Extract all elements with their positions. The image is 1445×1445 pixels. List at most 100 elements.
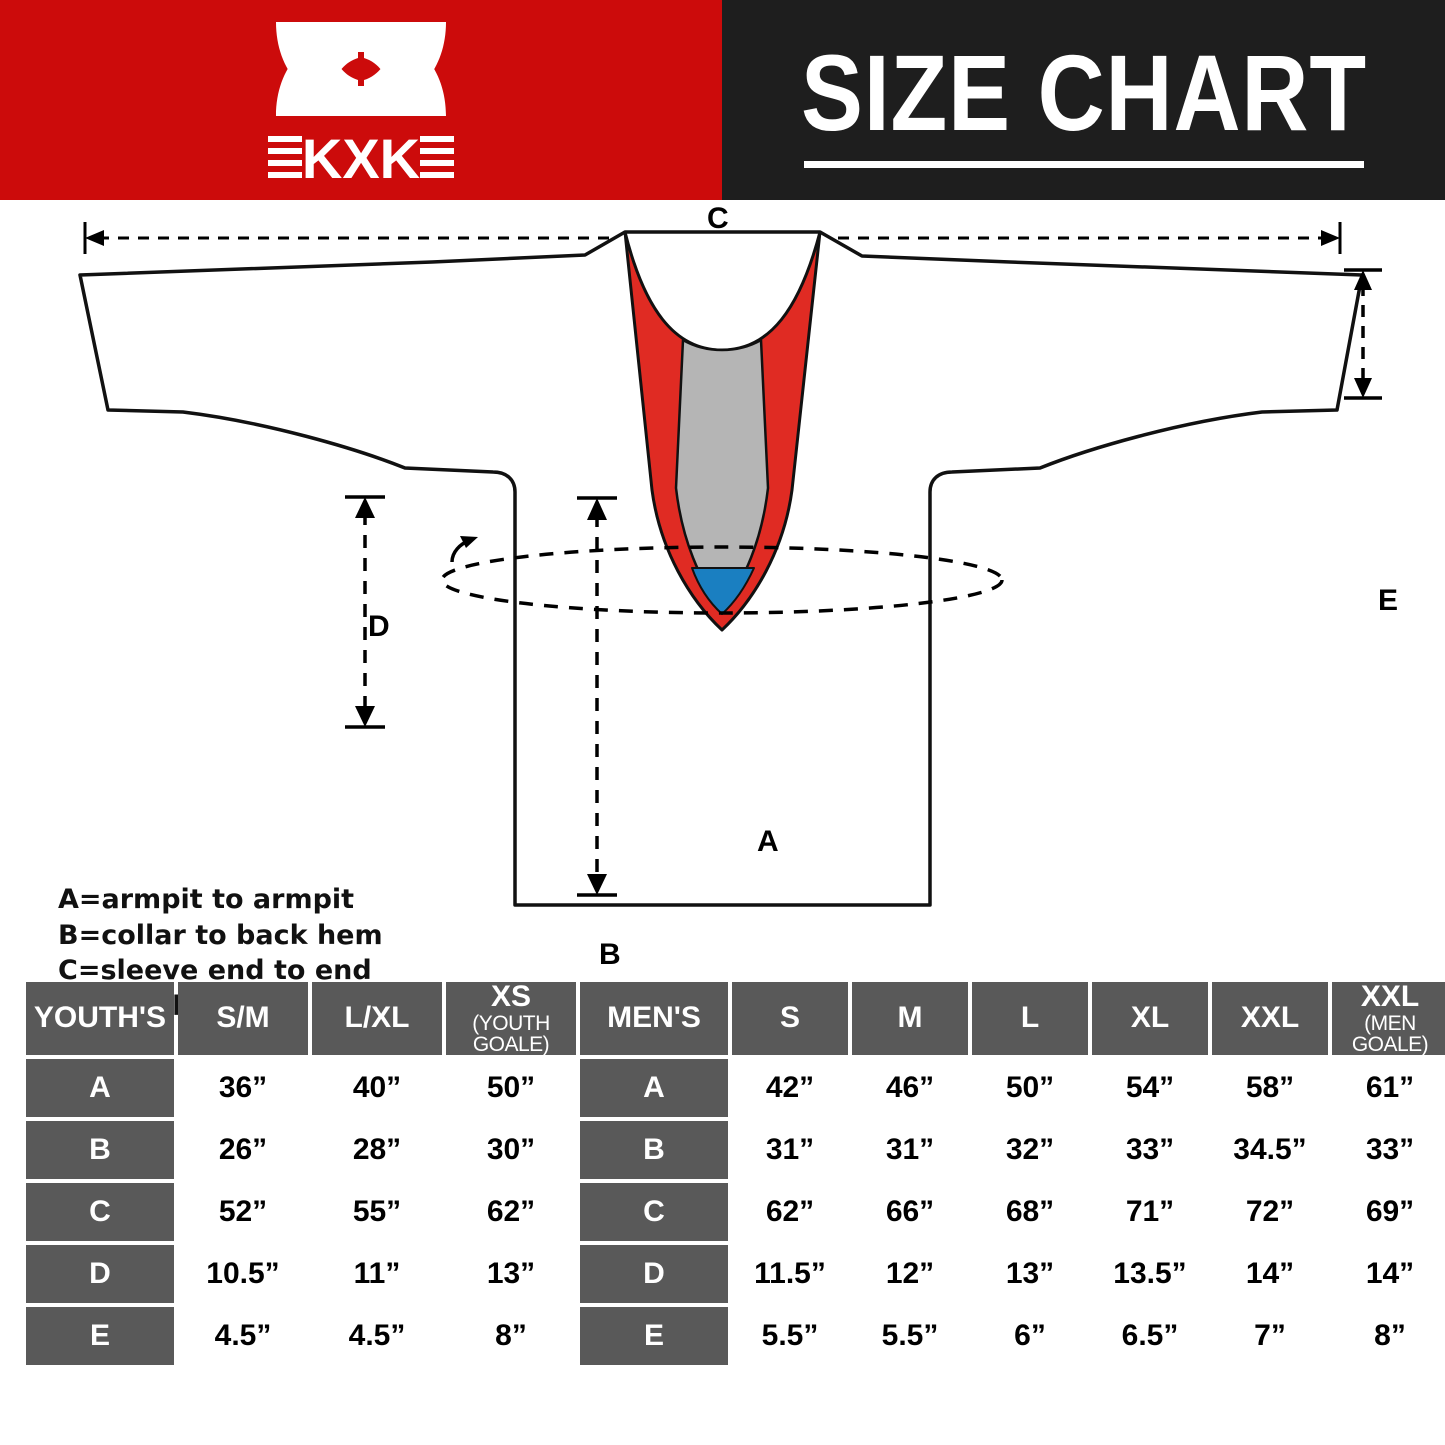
title-panel: SIZE CHART [722,0,1445,200]
table-header-row: YOUTH'S S/M L/XL XS (YOUTH GOALE) MEN'S … [26,980,1445,1056]
table-row: A 36” 40” 50” A 42” 46” 50” 54” 58” 61” [26,1059,1445,1118]
cell-men-xxlg-b: 33” [1332,1121,1445,1180]
cell-men-l-e: 6” [972,1307,1088,1366]
table-row: B 26” 28” 30” B 31” 31” 32” 33” 34.5” 33… [26,1121,1445,1180]
row-label-men-c: C [580,1183,728,1242]
cell-men-xxl-d: 14” [1212,1245,1328,1304]
cell-youth-sm-d: 10.5” [178,1245,308,1304]
cell-youth-sm-a: 36” [178,1059,308,1118]
header-men-m: M [852,982,968,1056]
page-header: KXK SIZE CHART [0,0,1445,200]
collar-gray-lining [674,338,770,610]
dimension-label-b: B [599,938,621,971]
cell-youth-lxl-c: 55” [312,1183,442,1242]
cell-men-m-b: 31” [852,1121,968,1180]
cell-men-xl-a: 54” [1092,1059,1208,1118]
dimension-b-arrowhead-top [587,498,607,520]
cell-men-s-e: 5.5” [732,1307,848,1366]
cell-men-l-a: 50” [972,1059,1088,1118]
cell-youth-xs-d: 13” [446,1245,576,1304]
cell-men-xl-b: 33” [1092,1121,1208,1180]
cell-men-s-c: 62” [732,1183,848,1242]
row-label-men-d: D [580,1245,728,1304]
header-men-xl: XL [1092,982,1208,1056]
header-youth-lxl: L/XL [312,982,442,1056]
jersey-diagram: C D B A E A=armpit to armpit B=collar to… [0,200,1445,1058]
cell-men-s-a: 42” [732,1059,848,1118]
cell-youth-lxl-b: 28” [312,1121,442,1180]
header-men-s: S [732,982,848,1056]
cell-men-xxl-e: 7” [1212,1307,1328,1366]
cell-youth-xs-e: 8” [446,1307,576,1366]
cell-men-s-b: 31” [732,1121,848,1180]
cell-men-xxlg-e: 8” [1332,1307,1445,1366]
cell-youth-xs-a: 50” [446,1059,576,1118]
cell-youth-xs-b: 30” [446,1121,576,1180]
cell-youth-lxl-d: 11” [312,1245,442,1304]
dimension-label-e: E [1378,584,1399,617]
cell-men-m-c: 66” [852,1183,968,1242]
header-youth-xs-sub: (YOUTH GOALE) [472,1011,550,1056]
cell-men-xl-c: 71” [1092,1183,1208,1242]
header-youths: YOUTH'S [26,982,174,1056]
cell-men-s-d: 11.5” [732,1245,848,1304]
header-youth-sm: S/M [178,982,308,1056]
cell-men-xxlg-d: 14” [1332,1245,1445,1304]
title-underline [803,160,1364,168]
dimension-a-arrowhead [460,536,478,548]
cell-youth-lxl-e: 4.5” [312,1307,442,1366]
cell-youth-xs-c: 62” [446,1183,576,1242]
header-men-xxl-goalie: XXL (MEN GOALE) [1332,980,1445,1056]
cell-men-m-e: 5.5” [852,1307,968,1366]
cell-men-xxl-b: 34.5” [1212,1121,1328,1180]
dimension-c-arrowhead-right [1321,230,1340,246]
header-men-xxl: XXL [1212,982,1328,1056]
dimension-label-a: A [757,825,779,858]
cell-youth-lxl-a: 40” [312,1059,442,1118]
cell-men-l-b: 32” [972,1121,1088,1180]
dimension-a-ellipse [440,545,1004,615]
row-label-youth-c: C [26,1183,174,1242]
header-men-l: L [972,982,1088,1056]
row-label-youth-d: D [26,1245,174,1304]
size-chart-table: YOUTH'S S/M L/XL XS (YOUTH GOALE) MEN'S … [22,978,1445,1369]
row-label-youth-e: E [26,1307,174,1366]
header-mens: MEN'S [580,982,728,1056]
table-row: E 4.5” 4.5” 8” E 5.5” 5.5” 6” 6.5” 7” 8” [26,1307,1445,1366]
cell-youth-sm-b: 26” [178,1121,308,1180]
cell-men-m-d: 12” [852,1245,968,1304]
cell-youth-sm-e: 4.5” [178,1307,308,1366]
jersey-technical-drawing [78,222,1382,907]
brand-wordmark: KXK [302,127,420,190]
cell-men-m-a: 46” [852,1059,968,1118]
row-label-men-a: A [580,1059,728,1118]
dimension-e-arrowhead-bottom [1354,378,1372,398]
cell-men-xl-d: 13.5” [1092,1245,1208,1304]
cell-men-xxlg-c: 69” [1332,1183,1445,1242]
cell-men-xxl-c: 72” [1212,1183,1328,1242]
dimension-e-arrowhead-top [1354,270,1372,290]
header-youth-xs-goalie: XS (YOUTH GOALE) [446,980,576,1056]
kxk-logo-icon: KXK [268,22,454,190]
row-label-men-b: B [580,1121,728,1180]
dimension-b-arrowhead-bottom [587,874,607,895]
header-men-xxl-sub: (MEN GOALE) [1351,1011,1429,1056]
row-label-youth-a: A [26,1059,174,1118]
size-table-container: YOUTH'S S/M L/XL XS (YOUTH GOALE) MEN'S … [22,978,1445,1369]
cell-men-xxlg-a: 61” [1332,1059,1445,1118]
row-label-youth-b: B [26,1121,174,1180]
cell-men-l-c: 68” [972,1183,1088,1242]
cell-youth-sm-c: 52” [178,1183,308,1242]
dimension-d-arrowhead-top [355,497,375,518]
header-youth-xs-main: XS [490,980,532,1013]
header-men-xxl-main: XXL [1360,980,1420,1013]
cell-men-xxl-a: 58” [1212,1059,1328,1118]
table-row: D 10.5” 11” 13” D 11.5” 12” 13” 13.5” 14… [26,1245,1445,1304]
dimension-label-c: C [707,202,729,235]
row-label-men-e: E [580,1307,728,1366]
dimension-label-d: D [368,610,390,643]
page-title: SIZE CHART [800,31,1367,153]
table-row: C 52” 55” 62” C 62” 66” 68” 71” 72” 69” [26,1183,1445,1242]
dimension-d-arrowhead-bottom [355,706,375,727]
dimension-c-arrowhead-left [85,230,104,246]
